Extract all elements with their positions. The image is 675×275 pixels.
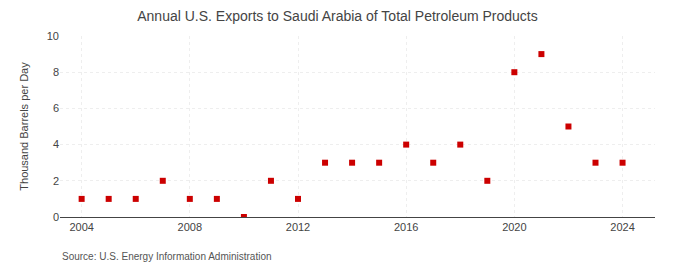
svg-text:2012: 2012 [286,221,310,233]
svg-text:8: 8 [53,66,59,78]
svg-text:2004: 2004 [69,221,93,233]
svg-text:2020: 2020 [502,221,526,233]
svg-text:4: 4 [53,138,59,150]
svg-text:6: 6 [53,102,59,114]
svg-text:2016: 2016 [394,221,418,233]
svg-text:2: 2 [53,175,59,187]
svg-text:Source: U.S. Energy Informatio: Source: U.S. Energy Information Administ… [62,251,272,262]
svg-text:2024: 2024 [610,221,634,233]
svg-text:Thousand Barrels per Day: Thousand Barrels per Day [18,62,30,191]
svg-text:10: 10 [47,30,59,42]
svg-text:0: 0 [53,211,59,223]
svg-text:Annual U.S. Exports to Saudi A: Annual U.S. Exports to Saudi Arabia of T… [137,8,538,24]
svg-text:2008: 2008 [178,221,202,233]
